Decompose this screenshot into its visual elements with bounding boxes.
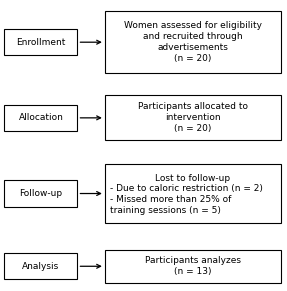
Text: Participants allocated to
intervention
(n = 20): Participants allocated to intervention (… <box>138 102 248 134</box>
Bar <box>105 11 281 74</box>
Bar <box>105 164 281 223</box>
Text: Women assessed for eligibility
and recruited through
advertisements
(n = 20): Women assessed for eligibility and recru… <box>124 21 262 63</box>
Bar <box>4 253 77 279</box>
Text: Follow-up: Follow-up <box>19 189 63 198</box>
Text: Enrollment: Enrollment <box>16 38 66 47</box>
Bar <box>4 180 77 207</box>
Text: Participants analyzes
(n = 13): Participants analyzes (n = 13) <box>145 256 241 276</box>
Text: Lost to follow-up: Lost to follow-up <box>156 174 230 183</box>
Text: - Due to caloric restriction (n = 2)
- Missed more than 25% of
training sessions: - Due to caloric restriction (n = 2) - M… <box>110 184 263 215</box>
Text: Allocation: Allocation <box>18 113 63 122</box>
Bar <box>4 105 77 131</box>
Bar <box>105 95 281 141</box>
Bar <box>105 250 281 283</box>
Bar <box>4 29 77 55</box>
Text: Analysis: Analysis <box>22 262 59 271</box>
